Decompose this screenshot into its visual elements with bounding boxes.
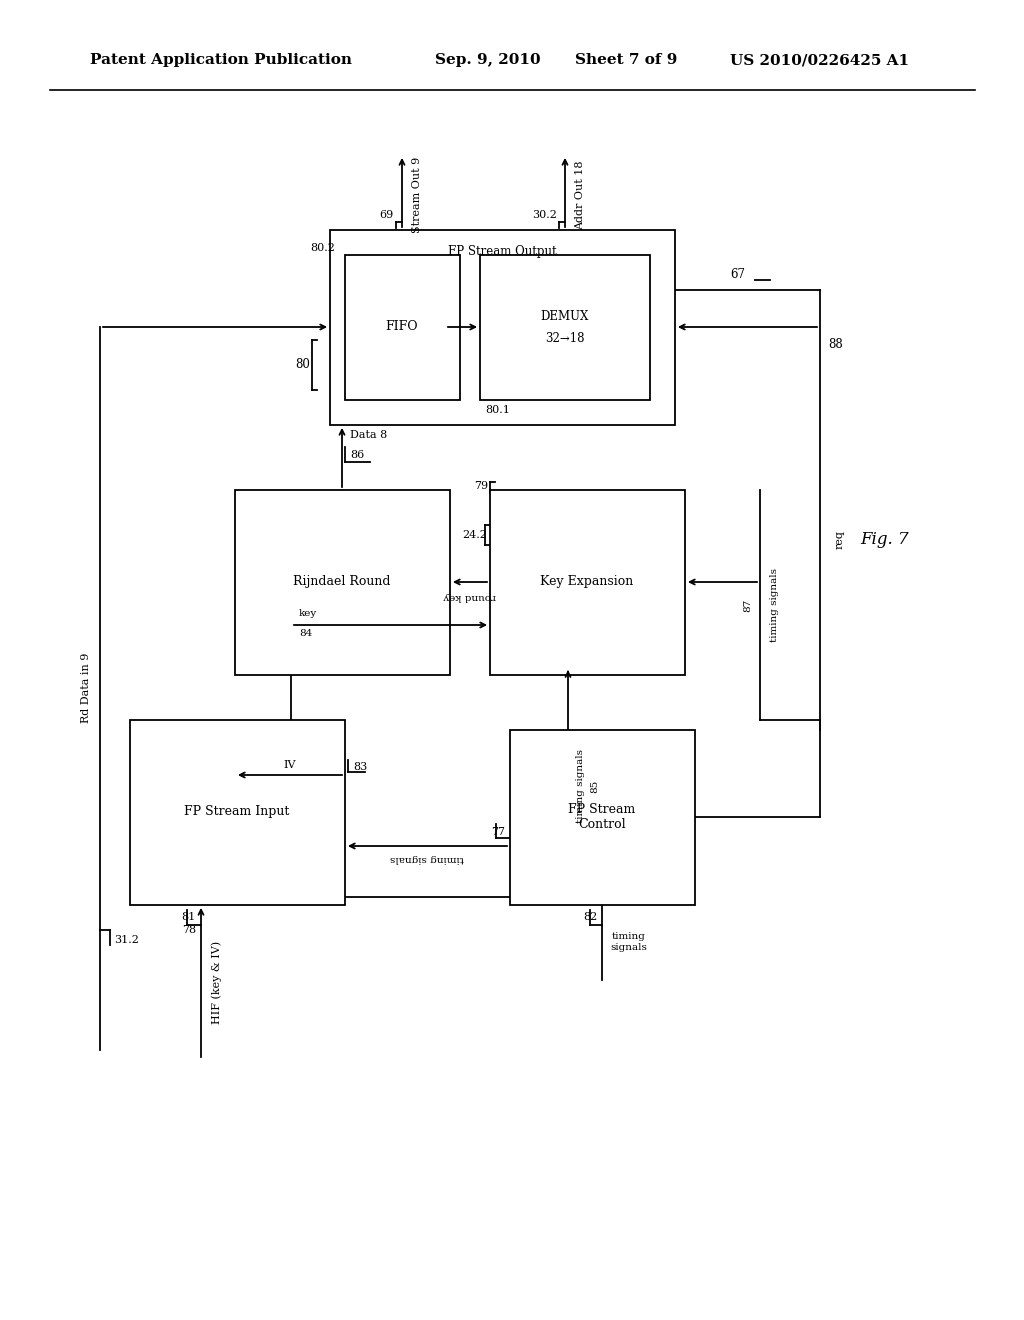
Text: 85: 85 [590,779,599,792]
Text: 81: 81 [181,912,196,921]
Text: DEMUX: DEMUX [541,310,589,323]
Text: timing
signals: timing signals [610,932,647,952]
Text: 80.2: 80.2 [310,243,335,253]
Text: timing signals: timing signals [575,748,585,822]
Text: Data 8: Data 8 [350,430,387,440]
Text: 31.2: 31.2 [114,935,139,945]
Text: round key: round key [443,591,497,601]
Bar [490,490,685,675]
Text: 30.2: 30.2 [532,210,557,220]
Text: 80.1: 80.1 [485,405,510,414]
Text: FP Stream
Control: FP Stream Control [568,803,636,832]
Bar [234,490,450,675]
Text: IV: IV [284,760,296,770]
Text: US 2010/0226425 A1: US 2010/0226425 A1 [730,53,909,67]
Text: Stream Out 9: Stream Out 9 [412,157,422,234]
Bar [510,730,695,906]
Text: 32→18: 32→18 [545,333,585,346]
Text: 88: 88 [828,338,843,351]
Text: req: req [835,531,845,549]
Text: 86: 86 [350,450,365,459]
Bar [345,255,460,400]
Text: 69: 69 [380,210,394,220]
Text: key: key [299,609,317,618]
Text: 78: 78 [182,925,196,935]
Text: 77: 77 [490,828,505,837]
Text: 87: 87 [743,598,752,611]
Bar [480,255,650,400]
Text: 67: 67 [730,268,745,281]
Text: Patent Application Publication: Patent Application Publication [90,53,352,67]
Text: Sheet 7 of 9: Sheet 7 of 9 [575,53,677,67]
Text: 84: 84 [299,628,312,638]
Text: 80: 80 [295,359,310,371]
Text: FP Stream Output: FP Stream Output [447,246,556,259]
Text: Fig. 7: Fig. 7 [860,532,908,549]
Text: FIFO: FIFO [386,321,419,334]
Text: 79: 79 [474,480,488,491]
Text: Rd Data in 9: Rd Data in 9 [81,653,91,723]
Text: FP Stream Input: FP Stream Input [184,805,290,818]
Text: Sep. 9, 2010: Sep. 9, 2010 [435,53,541,67]
Text: 24.2: 24.2 [462,531,487,540]
Bar [130,719,345,906]
Text: Rijndael Round: Rijndael Round [293,576,391,589]
Text: Addr Out 18: Addr Out 18 [575,160,585,230]
Text: HIF (key & IV): HIF (key & IV) [211,940,221,1023]
Text: 82: 82 [583,912,597,921]
Text: timing signals: timing signals [390,854,464,862]
Bar [330,230,675,425]
Text: Key Expansion: Key Expansion [541,576,634,589]
Text: timing signals: timing signals [770,568,779,642]
Text: 83: 83 [353,762,368,772]
